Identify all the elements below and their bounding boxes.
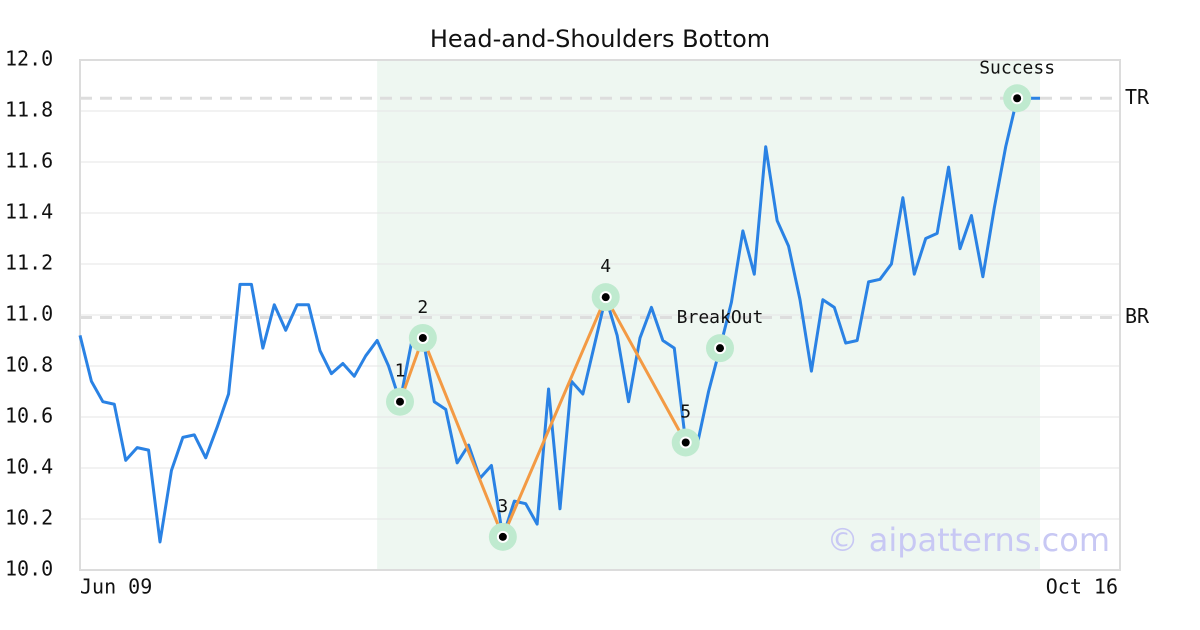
pattern-point-label: 2: [417, 297, 428, 318]
pattern-point-label: 3: [497, 496, 508, 517]
level-label: BR: [1125, 304, 1150, 328]
y-tick-label: 11.0: [5, 302, 53, 326]
price-line: [78, 96, 1040, 544]
y-tick-label: 10.0: [5, 557, 53, 581]
y-tick-label: 11.8: [5, 98, 53, 122]
pattern-point: [681, 438, 690, 447]
plot-border: [79, 59, 1121, 571]
pattern-point: [498, 532, 507, 541]
chart-title: Head-and-Shoulders Bottom: [430, 25, 770, 53]
event-point: [1013, 94, 1022, 103]
event-label: BreakOut: [677, 307, 764, 328]
y-tick-label: 12.0: [5, 47, 53, 71]
y-tick-label: 10.4: [5, 455, 53, 479]
y-tick-label: 11.4: [5, 200, 53, 224]
pattern-point: [601, 293, 610, 302]
pattern-point: [418, 333, 427, 342]
y-tick-label: 10.8: [5, 353, 53, 377]
y-tick-label: 10.6: [5, 404, 53, 428]
y-tick-label: 11.2: [5, 251, 53, 275]
x-tick-label: Jun 09: [80, 575, 152, 599]
watermark: © aipatterns.com: [827, 521, 1110, 559]
pattern-point-label: 4: [600, 256, 611, 277]
level-label: TR: [1125, 85, 1150, 109]
y-tick-label: 11.6: [5, 149, 53, 173]
pattern-point-label: 5: [680, 402, 691, 423]
y-tick-label: 10.2: [5, 506, 53, 530]
pattern-point: [396, 397, 404, 406]
event-point: [716, 344, 724, 353]
event-label: Success: [979, 57, 1055, 78]
x-tick-label: Oct 16: [1046, 575, 1118, 599]
pattern-point-label: 1: [395, 361, 406, 382]
